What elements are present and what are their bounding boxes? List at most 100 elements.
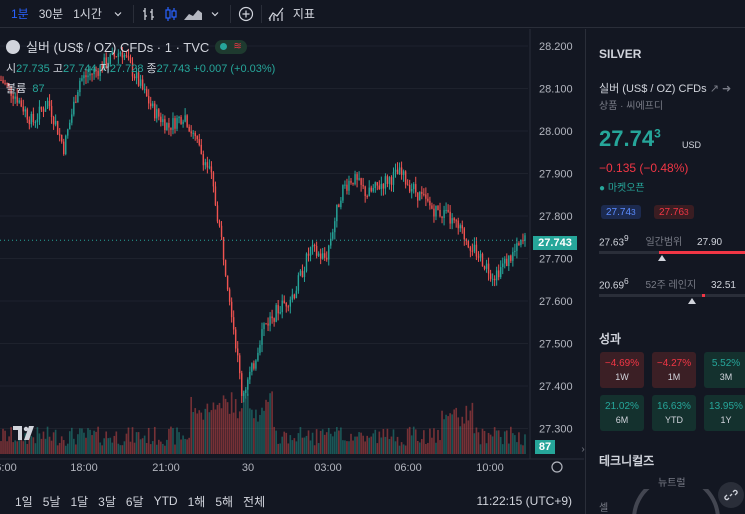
range-all-button[interactable]: 전체 (243, 494, 266, 509)
indicators-icon[interactable] (266, 0, 288, 28)
price-chart[interactable]: 28.200 28.100 28.000 27.900 27.800 27.700 27.6… (0, 29, 584, 514)
volume-bar (247, 393, 249, 454)
candle-body (497, 270, 500, 278)
volume-bar (489, 434, 492, 454)
volume-bar (210, 410, 213, 454)
timezone-clock[interactable]: 11:22:15 (UTC+9) (476, 494, 573, 508)
volume-bar (287, 443, 290, 454)
chart-canvas[interactable]: 28.200 28.100 28.000 27.900 27.800 27.700 27.6… (0, 29, 584, 514)
candle-body (125, 55, 128, 57)
symbol-details-panel: SILVER 실버 (US$ / OZ) CFDs ↗ ➜ 상품 · 씨에프디 … (585, 29, 745, 514)
interval-1min-button[interactable]: 1분 (11, 7, 29, 21)
candle-body (348, 180, 350, 191)
arrow-right-circle-icon[interactable]: ➜ (721, 83, 732, 95)
technicals-gauge-label: 뉴트럴 (658, 478, 686, 489)
perf-ytd[interactable]: 16.63% YTD (652, 395, 696, 431)
volume-bar (469, 410, 472, 454)
candle-body (362, 184, 364, 187)
panel-ticker: SILVER (599, 47, 642, 61)
candle-body (143, 89, 146, 91)
volume-bar (495, 430, 498, 454)
candle-body (261, 329, 263, 345)
panel-collapse-icon[interactable]: › (581, 443, 585, 455)
candle-body (147, 96, 150, 104)
market-status-pill[interactable]: ≋ (215, 39, 247, 54)
candle-body (299, 270, 302, 276)
volume-bar (505, 430, 508, 454)
perf-1m[interactable]: −4.27% 1M (652, 352, 696, 388)
panel-symbol-name[interactable]: 실버 (US$ / OZ) CFDs ↗ ➜ (599, 80, 731, 96)
area-style-icon[interactable] (182, 0, 204, 28)
indicators-button[interactable]: 지표 (292, 7, 315, 21)
volume-bar (467, 420, 470, 454)
candle-body (508, 255, 510, 267)
perf-1y[interactable]: 13.95% 1Y (704, 395, 745, 431)
candle-body (48, 100, 51, 107)
volume-bar (0, 441, 2, 454)
volume-bar (75, 444, 77, 454)
perf-label: YTD (665, 415, 683, 425)
range-1m-button[interactable]: 1달 (70, 494, 89, 509)
chevron-down-icon[interactable] (107, 0, 129, 28)
volume-bar (507, 443, 510, 454)
external-link-icon[interactable]: ↗ (709, 83, 719, 95)
link-icon[interactable] (718, 482, 744, 508)
range-5y-button[interactable]: 5해 (215, 494, 234, 509)
candle-body (479, 253, 482, 258)
volume-bar (113, 435, 116, 454)
candle-body (234, 329, 237, 349)
perf-1w[interactable]: −4.69% 1W (600, 352, 644, 388)
volume-bar (406, 428, 409, 454)
volume-bar (253, 418, 255, 454)
interval-1hour-button[interactable]: 1시간 (73, 7, 102, 21)
range-5d-button[interactable]: 5날 (42, 494, 61, 509)
candle-body (457, 220, 459, 229)
y-tick-label: 27.700 (539, 254, 573, 266)
volume-bar (54, 429, 57, 454)
y-tick-label: 28.000 (539, 126, 573, 138)
candle-body (344, 184, 346, 186)
volume-bar (52, 432, 55, 454)
volume-bar (255, 409, 257, 454)
candle-body (184, 115, 186, 122)
volume-bar (10, 427, 12, 454)
volume-bar (192, 412, 195, 454)
candle-style-icon[interactable] (160, 0, 182, 28)
range-1y-button[interactable]: 1해 (187, 494, 206, 509)
bar-style-icon[interactable] (138, 0, 160, 28)
volume-bar (66, 443, 69, 454)
candle-body (332, 232, 334, 239)
chevron-down-icon[interactable] (204, 0, 226, 28)
chart-settings-icon[interactable] (551, 461, 563, 473)
volume-bar (273, 426, 275, 454)
volume-bar (111, 442, 114, 454)
volume-bar (295, 441, 298, 454)
perf-value: 21.02% (605, 401, 639, 412)
candle-body (228, 289, 231, 302)
symbol-title[interactable]: 실버 (US$ / OZ) CFDs · 1 · TVC (26, 40, 210, 55)
day-low: 27.63 (599, 237, 625, 249)
range-3m-button[interactable]: 3달 (98, 494, 116, 509)
candle-body (340, 200, 342, 208)
tradingview-logo-icon[interactable] (12, 424, 38, 442)
range-ytd-button[interactable]: YTD (153, 494, 178, 508)
technicals-heading[interactable]: 테크니컬즈 (599, 454, 655, 468)
sell-label: 셀 (599, 503, 609, 514)
perf-3m[interactable]: 5.52% 3M (704, 352, 745, 388)
candle-body (443, 210, 445, 219)
volume-bar (89, 429, 91, 454)
candle-body (433, 208, 435, 217)
y-tick-label: 27.400 (539, 381, 573, 393)
candle-body (360, 178, 362, 185)
range-1d-button[interactable]: 1일 (15, 494, 33, 509)
range-6m-button[interactable]: 6달 (125, 494, 144, 509)
candle-body (445, 209, 447, 211)
volume-bar (242, 390, 245, 454)
candle-body (388, 177, 391, 184)
plus-circle-icon[interactable] (235, 0, 257, 28)
candle-body (196, 136, 198, 140)
candle-body (277, 305, 279, 314)
interval-30min-button[interactable]: 30분 (38, 7, 64, 21)
candle-body (172, 118, 174, 130)
perf-6m[interactable]: 21.02% 6M (600, 395, 644, 431)
